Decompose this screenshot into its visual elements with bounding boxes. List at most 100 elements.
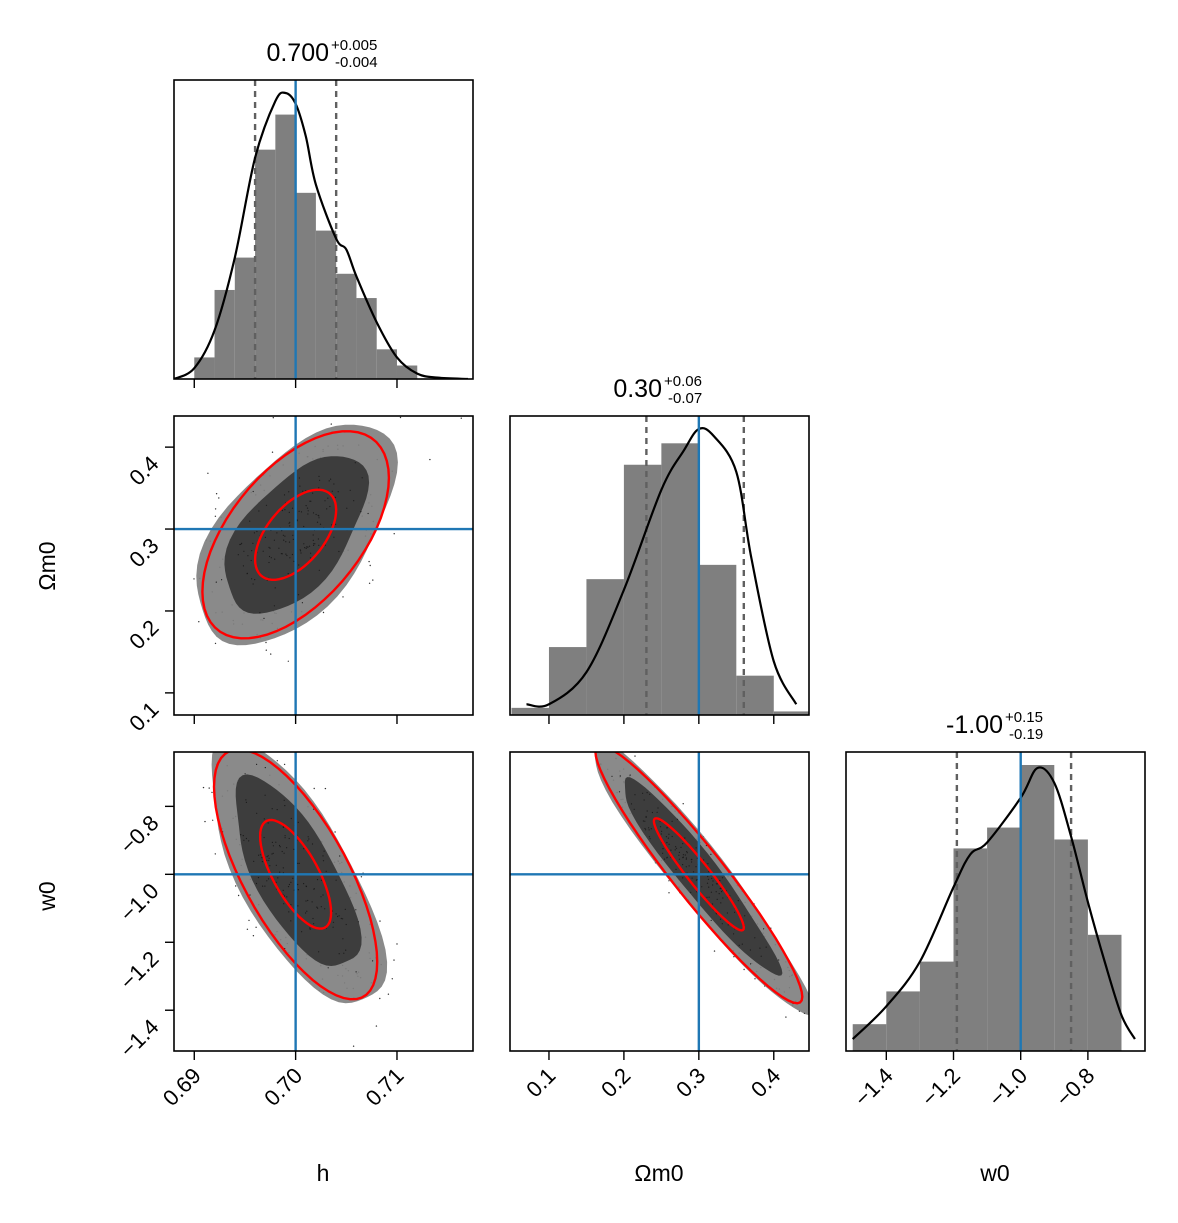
- sample-point: [659, 826, 662, 828]
- sample-point: [305, 900, 307, 902]
- sample-point: [265, 641, 267, 644]
- sample-point: [241, 542, 243, 545]
- hist-bar-w0: [919, 961, 954, 1051]
- sample-point: [306, 546, 308, 548]
- sample-point: [298, 564, 300, 566]
- sample-point: [629, 774, 631, 776]
- sample-point: [695, 847, 697, 849]
- sample-point: [258, 854, 260, 856]
- sample-point: [750, 963, 752, 965]
- sample-point: [269, 547, 271, 549]
- sample-point: [284, 535, 286, 537]
- sample-point: [668, 880, 670, 882]
- sample-point: [334, 831, 336, 833]
- sample-point: [326, 508, 328, 510]
- sample-point: [312, 917, 314, 920]
- sample-point: [645, 829, 647, 831]
- sample-point: [247, 555, 249, 557]
- sample-point: [208, 787, 210, 789]
- sample-point: [252, 935, 255, 937]
- sample-point: [642, 820, 645, 822]
- sample-point: [352, 1045, 355, 1047]
- sample-point: [300, 550, 302, 552]
- sample-point: [718, 893, 720, 895]
- sample-point: [668, 843, 670, 845]
- sample-point: [283, 903, 285, 905]
- sample-point: [721, 877, 724, 879]
- sample-point: [312, 534, 314, 536]
- sample-point: [307, 836, 309, 838]
- sample-point: [656, 811, 658, 814]
- sample-point: [324, 500, 326, 502]
- sample-point: [278, 547, 280, 549]
- sample-point: [711, 903, 714, 905]
- panel-h-w0: [174, 752, 473, 1051]
- sample-point: [268, 878, 270, 880]
- diag-panel-h: [174, 80, 468, 379]
- sample-point: [690, 891, 692, 894]
- sample-point: [214, 642, 217, 645]
- sample-point: [214, 853, 216, 855]
- sample-point: [313, 543, 315, 545]
- sample-point: [299, 549, 301, 551]
- sample-point: [765, 946, 767, 948]
- sample-point: [297, 862, 299, 865]
- sample-point: [308, 838, 310, 840]
- sample-point: [245, 799, 247, 801]
- sample-point: [214, 515, 217, 517]
- sample-point: [312, 512, 315, 514]
- sample-point: [733, 956, 735, 958]
- sample-point: [297, 889, 299, 891]
- sample-point: [344, 908, 346, 911]
- sample-point: [711, 877, 713, 879]
- sample-point: [720, 902, 722, 904]
- sample-point: [290, 881, 292, 884]
- sample-point: [668, 892, 670, 894]
- sample-point: [279, 871, 281, 873]
- sample-point: [682, 877, 684, 879]
- sample-point: [715, 891, 717, 893]
- ellipse-2sigma: [201, 430, 391, 640]
- sample-point: [696, 879, 698, 881]
- sample-point: [308, 545, 311, 547]
- sample-point: [678, 851, 681, 854]
- sample-point: [634, 755, 636, 757]
- sample-point: [303, 883, 305, 885]
- sample-point: [298, 477, 300, 479]
- sample-point: [255, 926, 257, 928]
- hist-bar-om0: [511, 707, 549, 715]
- sample-point: [204, 820, 206, 823]
- density-contour-inner: [624, 777, 783, 976]
- sample-point: [271, 841, 273, 844]
- sample-point: [393, 533, 395, 535]
- sample-point: [286, 554, 288, 557]
- sample-point: [305, 547, 307, 550]
- ellipse-1sigma: [258, 818, 333, 930]
- sample-point: [221, 579, 223, 581]
- hist-bar-h: [336, 273, 357, 379]
- sample-point: [692, 871, 695, 873]
- sample-point: [337, 491, 339, 493]
- sample-point: [301, 931, 303, 933]
- sample-point: [291, 553, 293, 556]
- sample-point: [249, 894, 251, 896]
- sample-point: [316, 521, 319, 523]
- sample-point: [305, 885, 308, 888]
- sample-point: [303, 848, 305, 850]
- sample-point: [703, 859, 705, 861]
- sample-point: [707, 863, 709, 865]
- sample-point: [721, 891, 723, 893]
- sample-point: [798, 1010, 801, 1012]
- sample-point: [645, 816, 647, 819]
- sample-point: [678, 854, 680, 856]
- sample-point: [325, 870, 327, 872]
- sample-point: [335, 879, 337, 881]
- sample-point: [743, 968, 745, 971]
- sample-point: [676, 818, 679, 820]
- sample-point: [357, 921, 359, 923]
- sample-point: [245, 801, 247, 804]
- sample-point: [710, 853, 712, 856]
- sample-point: [741, 943, 743, 945]
- sample-point: [289, 521, 291, 523]
- sample-point: [360, 511, 362, 513]
